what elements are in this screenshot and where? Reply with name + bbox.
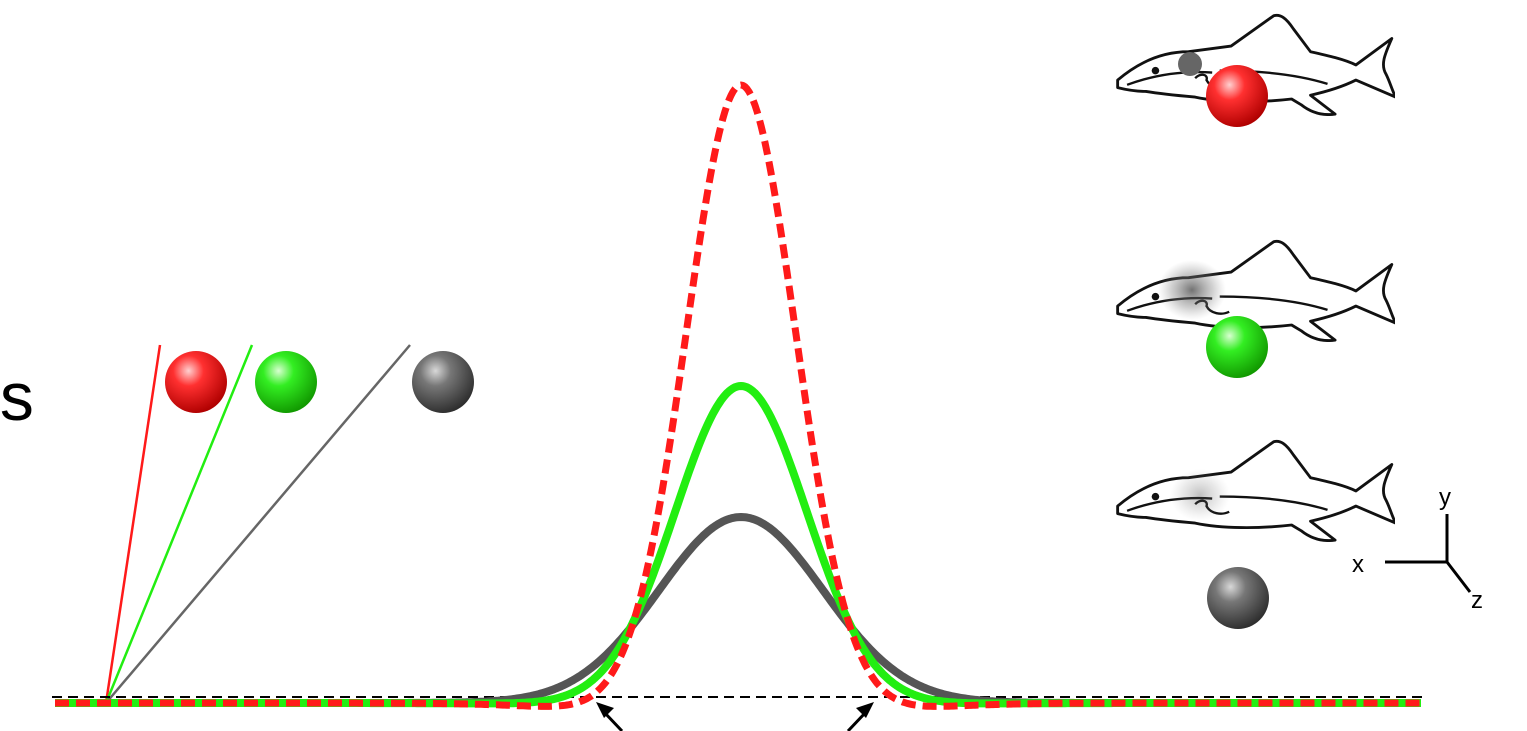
right-arrow: [846, 702, 874, 731]
fish-middle: [1116, 239, 1395, 342]
green-sphere-fish: [1206, 316, 1268, 378]
fish-top: [1116, 13, 1395, 116]
axis-z-label: z: [1471, 587, 1483, 614]
green-profile-curve: [53, 382, 1423, 708]
fish-bottom: [1116, 439, 1395, 542]
gray-sphere-fish: [1207, 567, 1269, 629]
green-sphere-ray: [255, 351, 317, 413]
faint-spot: [1170, 469, 1230, 521]
left-arrow: [596, 702, 624, 731]
red-sphere-ray: [165, 351, 227, 413]
axis-x-label: x: [1352, 551, 1364, 578]
light-rays: [104, 344, 411, 704]
green-ray: [104, 344, 254, 704]
axis-y-label: y: [1439, 484, 1451, 511]
dark-spot: [1178, 52, 1202, 76]
cut-off-text: ds: [0, 359, 34, 435]
gray-sphere-ray: [412, 351, 474, 413]
gray-ray: [105, 344, 411, 704]
blur-spot: [1158, 260, 1226, 320]
axes-indicator: x y z: [1352, 484, 1483, 614]
red-sphere-fish: [1206, 65, 1268, 127]
red-ray: [104, 344, 162, 704]
